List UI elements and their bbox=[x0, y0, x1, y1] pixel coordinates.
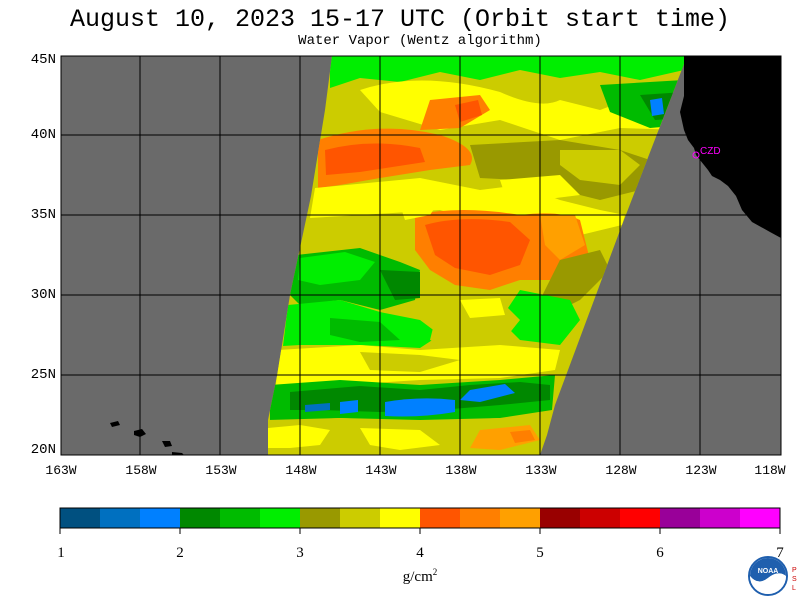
lat-lon-grid bbox=[61, 56, 781, 455]
colorbar-tick-2: 2 bbox=[176, 545, 184, 561]
psl-mark: P S L bbox=[792, 567, 797, 592]
colorbar-tick-1: 1 bbox=[57, 545, 65, 561]
california-land bbox=[680, 56, 781, 238]
map-title: August 10, 2023 15-17 UTC (Orbit start t… bbox=[69, 5, 731, 34]
colorbar-swatch bbox=[100, 508, 140, 528]
lon-label-153w: 153W bbox=[205, 463, 237, 478]
colorbar-swatch bbox=[580, 508, 620, 528]
map-subtitle: Water Vapor (Wentz algorithm) bbox=[298, 33, 542, 49]
colorbar-swatch bbox=[260, 508, 300, 528]
colorbar-swatch bbox=[460, 508, 500, 528]
lon-label-118w: 118W bbox=[754, 463, 786, 478]
lat-label-20n: 20N bbox=[30, 442, 56, 458]
lon-label-123w: 123W bbox=[685, 463, 717, 478]
lon-label-158w: 158W bbox=[125, 463, 157, 478]
lat-label-25n: 25N bbox=[30, 367, 56, 383]
colorbar-tick-5: 5 bbox=[536, 545, 544, 561]
colorbar-tick-7: 7 bbox=[776, 545, 784, 561]
lon-label-163w: 163W bbox=[45, 463, 77, 478]
colorbar-swatch bbox=[300, 508, 340, 528]
colorbar-swatch bbox=[380, 508, 420, 528]
colorbar-swatch bbox=[740, 508, 780, 528]
colorbar-swatch bbox=[220, 508, 260, 528]
colorbar-swatch bbox=[660, 508, 700, 528]
colorbar-swatch bbox=[340, 508, 380, 528]
plot-frame bbox=[60, 55, 782, 456]
station-marker bbox=[692, 151, 700, 159]
colorbar-swatch bbox=[420, 508, 460, 528]
colorbar-swatch bbox=[500, 508, 540, 528]
colorbar-tick-4: 4 bbox=[416, 545, 424, 561]
lon-label-148w: 148W bbox=[285, 463, 317, 478]
lon-label-128w: 128W bbox=[605, 463, 637, 478]
lat-label-40n: 40N bbox=[30, 127, 56, 143]
colorbar bbox=[59, 507, 781, 534]
colorbar-swatch bbox=[180, 508, 220, 528]
noaa-logo-text: NOAA bbox=[758, 568, 779, 575]
noaa-logo: NOAA bbox=[748, 556, 788, 596]
lon-label-143w: 143W bbox=[365, 463, 397, 478]
colorbar-swatch bbox=[620, 508, 660, 528]
station-label: CZD bbox=[700, 146, 721, 157]
lat-label-45n: 45N bbox=[30, 52, 56, 68]
lat-label-35n: 35N bbox=[30, 207, 56, 223]
lon-label-138w: 138W bbox=[445, 463, 477, 478]
lon-label-133w: 133W bbox=[525, 463, 557, 478]
colorbar-swatch bbox=[60, 508, 100, 528]
lat-label-30n: 30N bbox=[30, 287, 56, 303]
colorbar-tick-6: 6 bbox=[656, 545, 664, 561]
colorbar-unit: g/cm2 bbox=[402, 567, 438, 585]
colorbar-swatch bbox=[540, 508, 580, 528]
colorbar-swatch bbox=[700, 508, 740, 528]
colorbar-swatch bbox=[140, 508, 180, 528]
colorbar-tick-3: 3 bbox=[296, 545, 304, 561]
